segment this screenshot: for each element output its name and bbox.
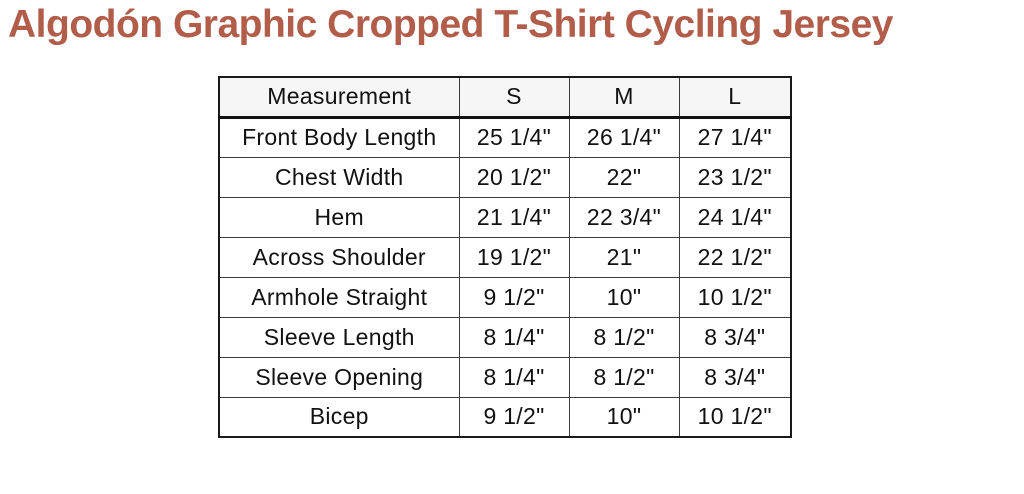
table-row: Sleeve Opening 8 1/4" 8 1/2" 8 3/4" xyxy=(218,356,792,398)
header-cell-size-s: S xyxy=(458,76,570,119)
header-cell-measurement: Measurement xyxy=(218,76,460,119)
value-cell-l: 8 3/4" xyxy=(678,356,792,398)
header-row: Measurement S M L xyxy=(218,76,792,119)
header-cell-size-l: L xyxy=(678,76,792,119)
value-cell-s: 8 1/4" xyxy=(458,356,570,398)
measurement-label-cell: Armhole Straight xyxy=(218,276,460,318)
value-cell-l: 10 1/2" xyxy=(678,276,792,318)
table-row: Hem 21 1/4" 22 3/4" 24 1/4" xyxy=(218,196,792,238)
value-cell-m: 22 3/4" xyxy=(568,196,680,238)
value-cell-s: 8 1/4" xyxy=(458,316,570,358)
measurement-label-cell: Across Shoulder xyxy=(218,236,460,278)
value-cell-s: 20 1/2" xyxy=(458,156,570,198)
page-title: Algodón Graphic Cropped T-Shirt Cycling … xyxy=(8,3,893,46)
table-row: Armhole Straight 9 1/2" 10" 10 1/2" xyxy=(218,276,792,318)
value-cell-s: 25 1/4" xyxy=(458,116,570,158)
value-cell-l: 22 1/2" xyxy=(678,236,792,278)
value-cell-m: 21" xyxy=(568,236,680,278)
measurement-label-cell: Front Body Length xyxy=(218,116,460,158)
value-cell-l: 23 1/2" xyxy=(678,156,792,198)
table-row: Sleeve Length 8 1/4" 8 1/2" 8 3/4" xyxy=(218,316,792,358)
value-cell-s: 19 1/2" xyxy=(458,236,570,278)
value-cell-m: 8 1/2" xyxy=(568,316,680,358)
value-cell-s: 9 1/2" xyxy=(458,276,570,318)
value-cell-m: 10" xyxy=(568,276,680,318)
measurement-label-cell: Sleeve Length xyxy=(218,316,460,358)
size-chart-table: Measurement S M L Front Body Length 25 1… xyxy=(218,76,792,438)
value-cell-l: 10 1/2" xyxy=(678,396,792,438)
table-row: Bicep 9 1/2" 10" 10 1/2" xyxy=(218,396,792,438)
measurement-label-cell: Sleeve Opening xyxy=(218,356,460,398)
value-cell-m: 10" xyxy=(568,396,680,438)
header-cell-size-m: M xyxy=(568,76,680,119)
measurement-label-cell: Hem xyxy=(218,196,460,238)
measurement-label-cell: Bicep xyxy=(218,396,460,438)
table-row: Across Shoulder 19 1/2" 21" 22 1/2" xyxy=(218,236,792,278)
value-cell-l: 27 1/4" xyxy=(678,116,792,158)
size-chart-container: Measurement S M L Front Body Length 25 1… xyxy=(218,76,792,438)
value-cell-l: 24 1/4" xyxy=(678,196,792,238)
value-cell-l: 8 3/4" xyxy=(678,316,792,358)
table-row: Front Body Length 25 1/4" 26 1/4" 27 1/4… xyxy=(218,116,792,158)
value-cell-m: 8 1/2" xyxy=(568,356,680,398)
value-cell-m: 26 1/4" xyxy=(568,116,680,158)
value-cell-m: 22" xyxy=(568,156,680,198)
measurement-label-cell: Chest Width xyxy=(218,156,460,198)
value-cell-s: 21 1/4" xyxy=(458,196,570,238)
value-cell-s: 9 1/2" xyxy=(458,396,570,438)
table-row: Chest Width 20 1/2" 22" 23 1/2" xyxy=(218,156,792,198)
